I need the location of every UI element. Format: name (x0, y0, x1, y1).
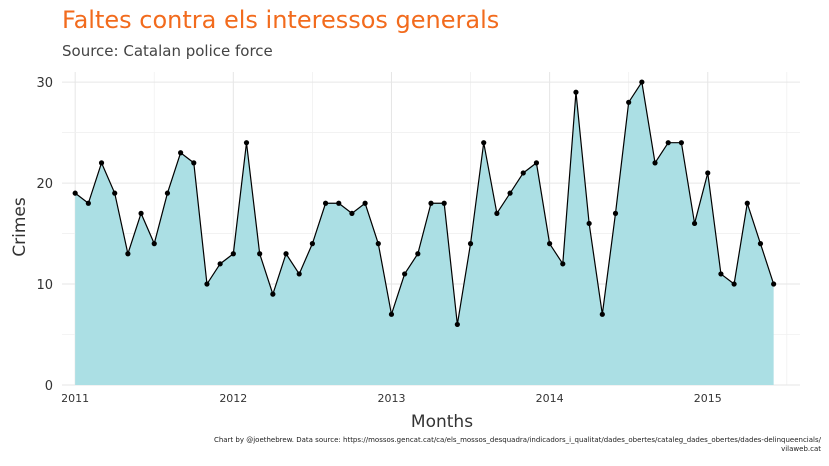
data-point (691, 220, 698, 227)
data-point (375, 241, 381, 247)
data-point (112, 190, 118, 196)
data-point (125, 251, 131, 257)
data-point (164, 190, 171, 196)
data-point (626, 99, 632, 105)
data-point (402, 271, 408, 277)
data-point (204, 281, 210, 287)
data-point (230, 251, 236, 257)
x-tick-label: 2012 (219, 392, 247, 405)
data-point (441, 200, 447, 206)
data-point (731, 281, 737, 287)
chart-title: Faltes contra els interessos generals (62, 6, 500, 34)
data-point (322, 200, 329, 206)
data-point (665, 140, 671, 146)
data-point (771, 281, 777, 287)
data-point (454, 321, 460, 328)
caption: Chart by @joethebrew. Data source: https… (214, 436, 821, 454)
data-point (72, 190, 78, 196)
data-point (547, 241, 553, 247)
data-point (428, 200, 434, 206)
data-point (467, 241, 474, 247)
area-layer (75, 82, 774, 385)
y-tick-label: 30 (36, 76, 53, 91)
data-point (191, 160, 197, 166)
data-point (362, 200, 368, 206)
data-point (257, 251, 263, 257)
data-point (494, 210, 500, 216)
data-point (217, 261, 223, 267)
data-point (98, 160, 105, 166)
data-point (718, 271, 724, 277)
data-point (560, 261, 566, 267)
data-point (388, 311, 395, 317)
data-point (612, 210, 619, 216)
data-point (178, 150, 184, 156)
y-tick-label: 10 (36, 278, 53, 293)
x-tick-label: 2011 (61, 392, 89, 405)
y-tick-label: 0 (45, 379, 53, 394)
x-tick-labels: 2011 2012 2013 2014 2015 (61, 392, 722, 405)
data-point (283, 251, 289, 257)
x-axis-label: Months (411, 412, 473, 432)
data-point (270, 291, 276, 297)
data-point (309, 241, 315, 247)
data-point (678, 140, 684, 146)
x-tick-label: 2014 (536, 392, 564, 405)
data-point (296, 271, 302, 277)
data-point (520, 170, 526, 176)
data-point (573, 89, 579, 95)
data-point (336, 200, 342, 206)
data-point (85, 200, 91, 206)
data-point (533, 160, 540, 166)
y-axis-label: Crimes (10, 197, 30, 257)
data-point (415, 251, 421, 257)
data-point (151, 241, 157, 247)
caption-source: Chart by @joethebrew. Data source: https… (213, 436, 821, 444)
data-point (757, 241, 764, 247)
data-point (481, 140, 487, 146)
data-point (705, 170, 711, 176)
points (72, 79, 777, 328)
data-point (744, 200, 750, 206)
x-tick-label: 2015 (694, 392, 722, 405)
series-line (74, 80, 775, 325)
y-tick-labels: 0 10 20 30 (36, 76, 53, 394)
x-tick-label: 2013 (377, 392, 405, 405)
data-point (652, 160, 658, 166)
data-point (349, 210, 355, 216)
data-point (243, 140, 250, 146)
caption-site: vilaweb.cat (781, 445, 821, 453)
chart-subtitle: Source: Catalan police force (62, 42, 273, 60)
area-fill (75, 82, 774, 385)
data-point (586, 220, 592, 227)
data-point (599, 311, 605, 317)
data-point (138, 210, 144, 216)
line-layer (74, 80, 775, 325)
y-tick-label: 20 (36, 177, 53, 192)
data-point (507, 190, 513, 196)
data-point (639, 79, 645, 85)
